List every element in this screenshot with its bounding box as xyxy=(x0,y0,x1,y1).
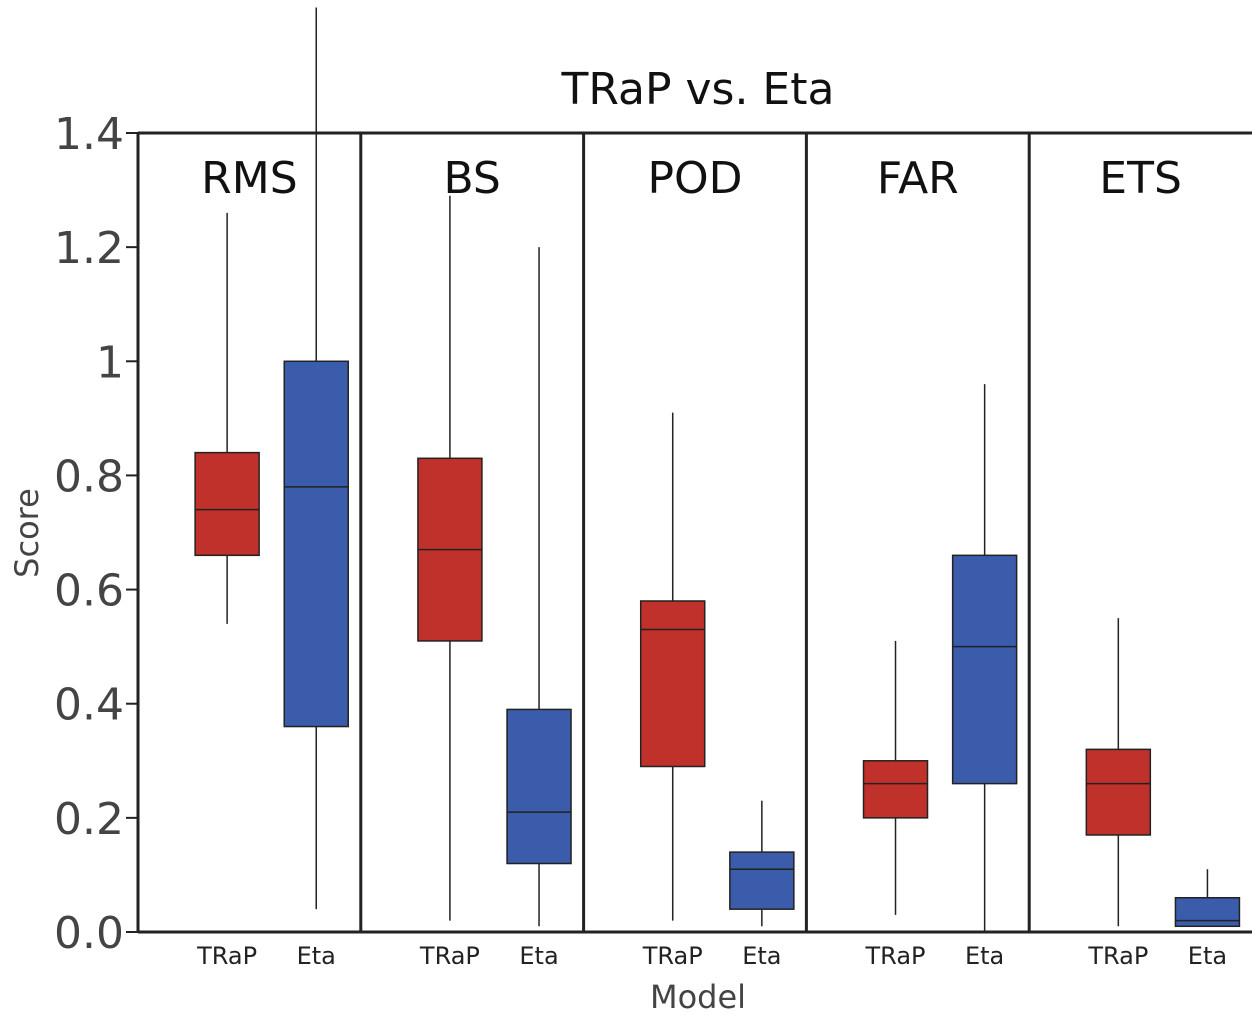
box-ets-eta xyxy=(1174,897,1241,928)
box-ets-trap xyxy=(1085,748,1152,836)
box-rms-eta xyxy=(283,360,349,728)
y-tick-label: 0.2 xyxy=(54,794,124,845)
panel-label-rms: RMS xyxy=(201,153,297,204)
x-tick-label-bs-trap: TRaP xyxy=(419,942,480,970)
plot-area: 0.0 0.2 0.4 0.6 0.8 1 1.2 1.4 RMS TRaP Eta BS TRaP Et… xyxy=(54,7,1252,970)
x-tick-label-pod-eta: Eta xyxy=(742,942,781,970)
box-far-trap xyxy=(862,760,929,819)
x-tick-label-ets-eta: Eta xyxy=(1188,942,1227,970)
x-tick-label-far-eta: Eta xyxy=(965,942,1004,970)
x-tick-label-rms-eta: Eta xyxy=(297,942,336,970)
x-tick-label-bs-eta: Eta xyxy=(519,942,558,970)
y-tick-label: 0.4 xyxy=(54,680,124,731)
chart-title: TRaP vs. Eta xyxy=(561,64,835,115)
panel-label-far: FAR xyxy=(877,153,959,204)
box-pod-eta xyxy=(729,851,795,910)
box-bs-eta xyxy=(506,708,572,865)
y-tick-label: 1.2 xyxy=(54,223,124,274)
x-tick-label-far-trap: TRaP xyxy=(865,942,926,970)
x-axis-label: Model xyxy=(650,978,746,1012)
panel-label-bs: BS xyxy=(444,153,501,204)
y-tick-label: 0.8 xyxy=(54,451,124,502)
y-tick-label: 0.0 xyxy=(54,908,124,959)
panel-label-ets: ETS xyxy=(1099,153,1182,204)
box-far-eta xyxy=(951,554,1018,785)
box-pod-trap xyxy=(639,600,706,768)
y-tick-label: 1 xyxy=(96,337,124,388)
panel-label-pod: POD xyxy=(647,153,742,204)
y-tick-label: 1.4 xyxy=(54,109,124,160)
x-tick-label-pod-trap: TRaP xyxy=(642,942,703,970)
y-axis-label: Score xyxy=(8,488,46,578)
x-tick-label-ets-trap: TRaP xyxy=(1087,942,1148,970)
y-tick-label: 0.6 xyxy=(54,566,124,617)
box-rms-trap xyxy=(194,451,260,557)
x-tick-label-rms-trap: TRaP xyxy=(196,942,257,970)
